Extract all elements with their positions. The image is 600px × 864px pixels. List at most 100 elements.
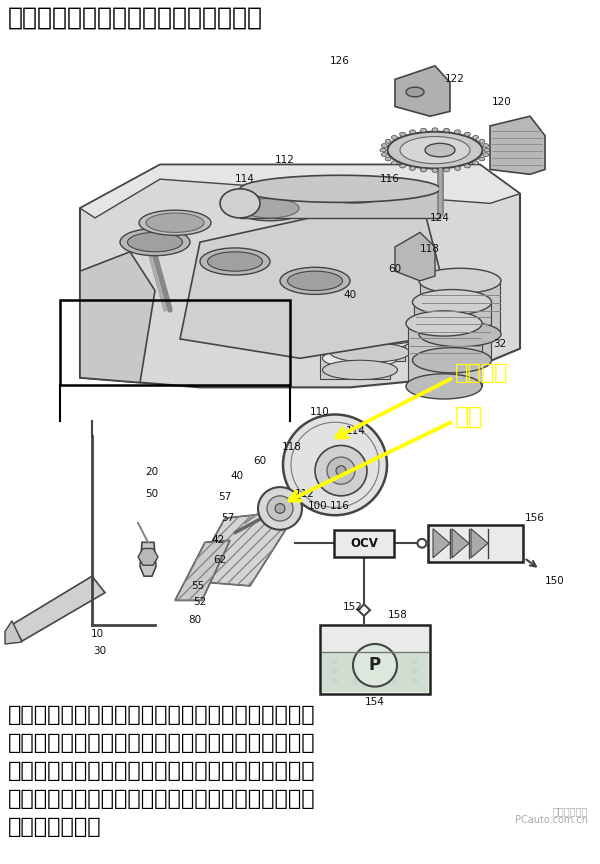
Text: OCV: OCV bbox=[350, 537, 378, 550]
Text: 活塞: 活塞 bbox=[455, 404, 483, 429]
Text: 52: 52 bbox=[193, 597, 206, 607]
Text: 50: 50 bbox=[145, 489, 158, 499]
Ellipse shape bbox=[240, 175, 440, 202]
Ellipse shape bbox=[391, 161, 397, 165]
Ellipse shape bbox=[425, 143, 455, 157]
Circle shape bbox=[392, 678, 398, 683]
Ellipse shape bbox=[323, 360, 398, 379]
Text: 55: 55 bbox=[191, 581, 205, 591]
Polygon shape bbox=[358, 604, 370, 616]
Circle shape bbox=[352, 678, 358, 683]
Ellipse shape bbox=[337, 326, 422, 345]
Text: 20: 20 bbox=[145, 467, 158, 477]
Ellipse shape bbox=[220, 189, 260, 218]
Text: 32: 32 bbox=[493, 339, 506, 349]
Text: 112: 112 bbox=[295, 489, 315, 499]
Ellipse shape bbox=[484, 148, 490, 152]
Text: 150: 150 bbox=[545, 576, 565, 586]
Bar bbox=[320, 625, 430, 695]
Text: 100: 100 bbox=[308, 500, 328, 511]
Polygon shape bbox=[471, 529, 488, 558]
Ellipse shape bbox=[200, 248, 270, 275]
Text: 122: 122 bbox=[445, 74, 465, 85]
Text: 40: 40 bbox=[343, 290, 356, 301]
Circle shape bbox=[372, 678, 378, 683]
Circle shape bbox=[412, 668, 418, 674]
Ellipse shape bbox=[482, 153, 488, 156]
Text: 118: 118 bbox=[420, 244, 440, 254]
Text: 114: 114 bbox=[346, 426, 366, 436]
Circle shape bbox=[392, 668, 398, 674]
Text: 116: 116 bbox=[380, 175, 400, 184]
Ellipse shape bbox=[391, 136, 397, 139]
Text: 10: 10 bbox=[91, 629, 104, 639]
Bar bbox=[60, 300, 290, 385]
FancyBboxPatch shape bbox=[334, 530, 394, 556]
Text: 116: 116 bbox=[330, 500, 350, 511]
Polygon shape bbox=[12, 576, 105, 641]
Bar bbox=[420, 281, 500, 334]
Polygon shape bbox=[80, 165, 520, 387]
Circle shape bbox=[315, 446, 367, 496]
Circle shape bbox=[372, 668, 378, 674]
Circle shape bbox=[392, 658, 398, 664]
Polygon shape bbox=[190, 513, 285, 586]
Ellipse shape bbox=[419, 268, 501, 294]
Ellipse shape bbox=[287, 271, 343, 290]
Ellipse shape bbox=[330, 331, 410, 351]
Ellipse shape bbox=[146, 213, 204, 232]
Ellipse shape bbox=[128, 232, 182, 251]
Ellipse shape bbox=[323, 349, 398, 368]
Ellipse shape bbox=[234, 195, 306, 221]
Circle shape bbox=[332, 658, 338, 664]
Text: 现代汽车的想法很简单，在气缸盖上面增加一个可变
腔，里面有活塞，活塞能够在腔内移动，当需要改变
压缩比时，电机控制涡杆带动偏心凸轮，凸轮转动就
会改变活塞位置，: 现代汽车的想法很简单，在气缸盖上面增加一个可变 腔，里面有活塞，活塞能够在腔内移… bbox=[8, 705, 316, 837]
Text: 太平洋汽车网: 太平洋汽车网 bbox=[553, 806, 588, 816]
Text: 偏心凸轮: 偏心凸轮 bbox=[455, 363, 509, 383]
Circle shape bbox=[352, 668, 358, 674]
Ellipse shape bbox=[139, 210, 211, 235]
Polygon shape bbox=[175, 540, 230, 600]
Text: 60: 60 bbox=[388, 264, 401, 274]
Circle shape bbox=[332, 668, 338, 674]
Ellipse shape bbox=[385, 157, 391, 161]
Polygon shape bbox=[452, 529, 469, 558]
Text: 62: 62 bbox=[214, 555, 227, 565]
Ellipse shape bbox=[323, 337, 398, 356]
Ellipse shape bbox=[208, 251, 263, 271]
Ellipse shape bbox=[337, 314, 422, 334]
Circle shape bbox=[275, 504, 285, 513]
Ellipse shape bbox=[464, 132, 470, 137]
Text: PCauto.com.cn: PCauto.com.cn bbox=[515, 815, 588, 825]
Text: 158: 158 bbox=[388, 610, 408, 620]
Ellipse shape bbox=[473, 136, 479, 139]
Text: 152: 152 bbox=[343, 602, 363, 613]
Ellipse shape bbox=[482, 143, 488, 148]
Ellipse shape bbox=[330, 343, 410, 362]
Circle shape bbox=[418, 539, 427, 548]
Bar bbox=[240, 189, 440, 218]
Text: 80: 80 bbox=[188, 615, 202, 625]
Polygon shape bbox=[140, 543, 156, 576]
Bar bbox=[408, 323, 482, 386]
Circle shape bbox=[336, 466, 346, 475]
Text: 112: 112 bbox=[275, 155, 295, 165]
Ellipse shape bbox=[421, 168, 427, 172]
Bar bbox=[322, 651, 428, 692]
Polygon shape bbox=[80, 165, 520, 218]
Ellipse shape bbox=[409, 130, 415, 134]
Circle shape bbox=[267, 496, 293, 521]
Ellipse shape bbox=[382, 153, 388, 156]
Ellipse shape bbox=[479, 139, 485, 143]
Ellipse shape bbox=[421, 129, 427, 132]
Ellipse shape bbox=[400, 137, 470, 163]
Ellipse shape bbox=[406, 311, 482, 336]
Circle shape bbox=[353, 644, 397, 687]
Polygon shape bbox=[80, 251, 155, 383]
Ellipse shape bbox=[479, 157, 485, 161]
Polygon shape bbox=[490, 117, 545, 175]
Text: P: P bbox=[369, 657, 381, 674]
Text: 124: 124 bbox=[430, 213, 450, 223]
Ellipse shape bbox=[380, 148, 386, 152]
Ellipse shape bbox=[409, 167, 415, 170]
Polygon shape bbox=[433, 529, 450, 558]
